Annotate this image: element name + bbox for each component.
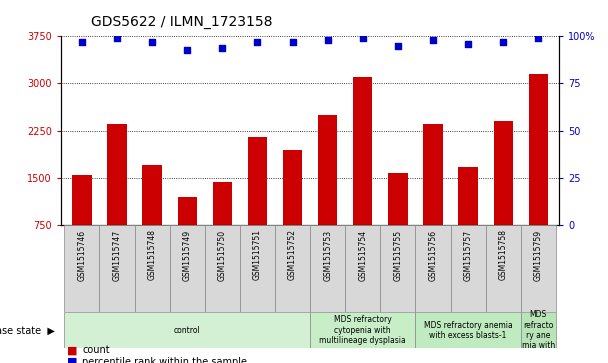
Text: MDS refractory anemia
with excess blasts-1: MDS refractory anemia with excess blasts… (424, 321, 513, 340)
Bar (247, 137, 267, 272)
Bar (318, 115, 337, 272)
Bar (520, 312, 556, 348)
Bar (388, 173, 407, 272)
Text: GSM1515750: GSM1515750 (218, 229, 227, 281)
Text: ■: ■ (67, 345, 77, 355)
Point (218, 45, 227, 50)
Text: GSM1515756: GSM1515756 (429, 229, 438, 281)
Bar (415, 225, 451, 312)
Bar (64, 225, 100, 312)
Text: GSM1515753: GSM1515753 (323, 229, 332, 281)
Text: GSM1515751: GSM1515751 (253, 229, 262, 280)
Point (428, 37, 438, 43)
Bar (100, 225, 134, 312)
Text: GSM1515752: GSM1515752 (288, 229, 297, 280)
Bar (72, 175, 92, 272)
Bar (170, 225, 205, 312)
Bar (275, 225, 310, 312)
Text: GSM1515749: GSM1515749 (182, 229, 192, 281)
Point (147, 39, 157, 45)
Text: GSM1515755: GSM1515755 (393, 229, 402, 281)
Bar (283, 150, 302, 272)
Bar (380, 225, 415, 312)
Text: MDS refractory
cytopenia with
multilineage dysplasia: MDS refractory cytopenia with multilinea… (319, 315, 406, 345)
Bar (451, 225, 486, 312)
Point (499, 39, 508, 45)
Bar (345, 225, 380, 312)
Bar (494, 121, 513, 272)
Point (252, 39, 262, 45)
Text: percentile rank within the sample: percentile rank within the sample (82, 357, 247, 363)
Text: GDS5622 / ILMN_1723158: GDS5622 / ILMN_1723158 (91, 15, 273, 29)
Bar (415, 312, 520, 348)
Text: MDS
refracto
ry ane
mia with: MDS refracto ry ane mia with (522, 310, 555, 350)
Bar (520, 225, 556, 312)
Text: GSM1515748: GSM1515748 (148, 229, 157, 280)
Bar (528, 74, 548, 272)
Bar (353, 77, 372, 272)
Point (393, 43, 402, 49)
Point (112, 35, 122, 41)
Bar (178, 197, 197, 272)
Text: GSM1515759: GSM1515759 (534, 229, 543, 281)
Point (77, 39, 87, 45)
Point (288, 39, 297, 45)
Text: control: control (174, 326, 201, 335)
Point (358, 35, 368, 41)
Point (463, 41, 473, 47)
Bar (64, 312, 310, 348)
Bar (310, 312, 415, 348)
Bar (134, 225, 170, 312)
Bar (458, 167, 478, 272)
Bar (486, 225, 520, 312)
Text: ■: ■ (67, 357, 77, 363)
Text: count: count (82, 345, 109, 355)
Bar (213, 182, 232, 272)
Text: GSM1515754: GSM1515754 (358, 229, 367, 281)
Text: GSM1515758: GSM1515758 (499, 229, 508, 280)
Bar (205, 225, 240, 312)
Bar (108, 125, 126, 272)
Point (182, 46, 192, 52)
Bar (423, 125, 443, 272)
Bar (240, 225, 275, 312)
Bar (310, 225, 345, 312)
Text: GSM1515757: GSM1515757 (463, 229, 472, 281)
Point (323, 37, 333, 43)
Point (533, 35, 543, 41)
Text: GSM1515746: GSM1515746 (77, 229, 86, 281)
Text: disease state  ▶: disease state ▶ (0, 325, 55, 335)
Text: GSM1515747: GSM1515747 (112, 229, 122, 281)
Bar (142, 165, 162, 272)
